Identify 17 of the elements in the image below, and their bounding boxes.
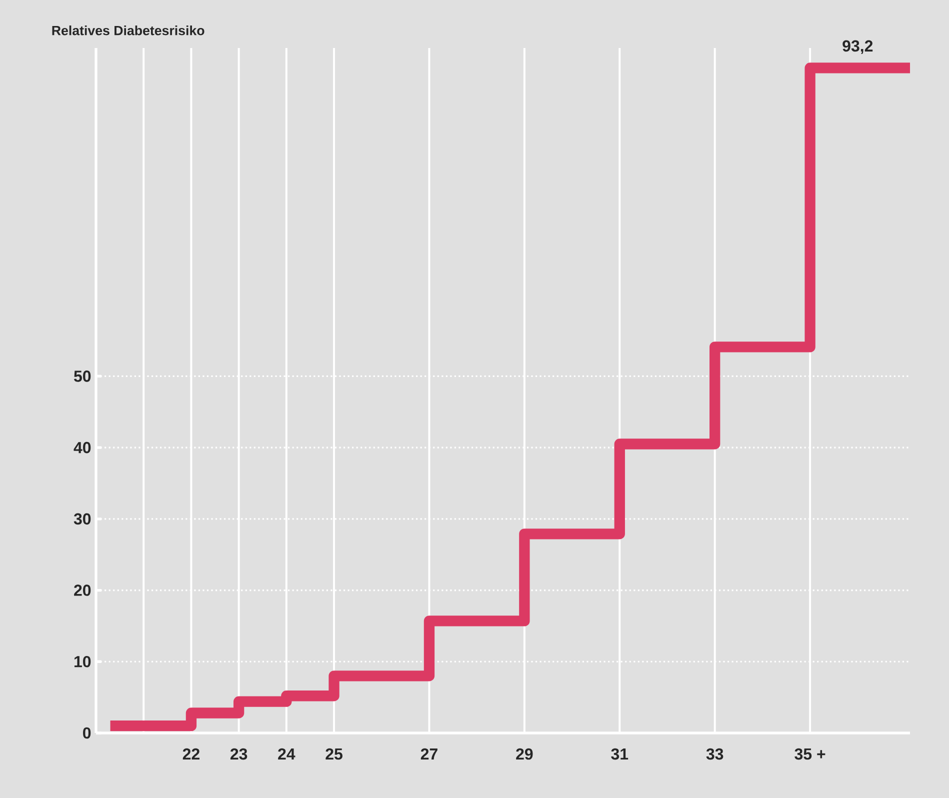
y-axis-title: Relatives Diabetesrisiko bbox=[52, 25, 204, 36]
x-tick-label: 27 bbox=[420, 748, 438, 760]
y-tick-label: 10 bbox=[74, 656, 91, 668]
y-tick-label: 30 bbox=[74, 513, 91, 525]
x-tick-label: 25 bbox=[326, 748, 342, 760]
x-tick-label: 23 bbox=[230, 748, 248, 760]
x-tick-label: 22 bbox=[182, 748, 200, 760]
y-tick-label: 40 bbox=[74, 442, 91, 454]
annotation: 93,2 bbox=[842, 40, 873, 54]
x-tick-label: 31 bbox=[611, 748, 628, 760]
y-tick-label: 50 bbox=[74, 370, 91, 382]
x-tick-label: 35 + bbox=[794, 748, 826, 760]
y-tick-label: 0 bbox=[83, 727, 91, 739]
x-tick-label: 33 bbox=[706, 748, 724, 760]
x-tick-label: 24 bbox=[278, 748, 296, 760]
y-tick-label: 20 bbox=[74, 584, 91, 596]
x-tick-label: 29 bbox=[516, 748, 533, 760]
